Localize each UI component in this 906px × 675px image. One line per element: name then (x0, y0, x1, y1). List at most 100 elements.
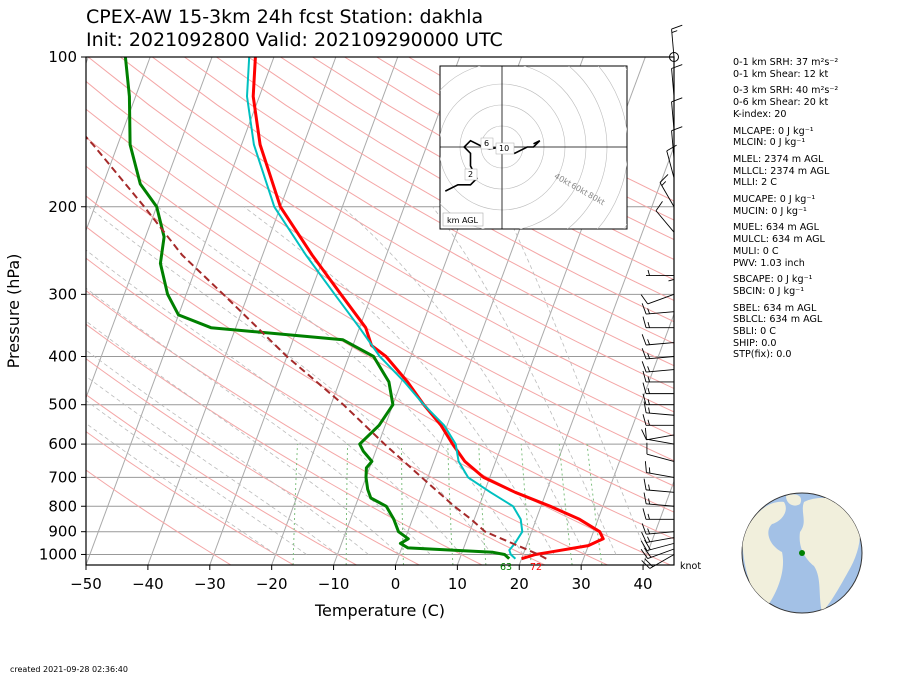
mixing-ratio-line (478, 444, 487, 565)
index-line: 0-1 km SRH: 37 m²s⁻² (733, 57, 839, 68)
dry-adiabat-line (248, 57, 674, 301)
dry-adiabat-line (86, 136, 674, 487)
index-line: SBEL: 634 m AGL (733, 302, 817, 314)
wind-barb (646, 442, 675, 462)
wind-barb (644, 461, 675, 478)
globe-land-europe-africa (799, 497, 861, 612)
index-line: MLLI: 2 C (733, 177, 777, 189)
wind-barb (666, 144, 677, 179)
wind-barb (642, 370, 674, 383)
globe-land-americas (742, 501, 786, 608)
isotherm-line (271, 57, 461, 565)
chart-title-line2: Init: 2021092800 Valid: 202109290000 UTC (86, 29, 503, 51)
x-tick-label: 20 (510, 575, 529, 593)
wind-barb (641, 348, 675, 360)
mixing-ratio-line (586, 444, 603, 565)
skewt-plot-area (86, 57, 674, 565)
moist-adiabat-line (503, 206, 648, 555)
wind-barb (644, 427, 675, 445)
surface-temperature-label: 72 (530, 562, 542, 573)
dry-adiabat-line (119, 57, 674, 390)
dry-adiabat-line (86, 323, 483, 565)
wind-barb (668, 254, 675, 283)
moist-adiabat-line (86, 349, 369, 555)
y-tick-label: 700 (48, 468, 77, 486)
dry-adiabat-line (86, 469, 232, 565)
wind-barb (640, 547, 675, 559)
index-line: MULCL: 634 m AGL (733, 234, 825, 246)
index-line: SBLI: 0 C (733, 326, 776, 338)
moist-adiabat-line (157, 206, 524, 555)
dry-adiabat-line (216, 57, 674, 323)
moist-adiabat-line (88, 206, 493, 555)
wind-barb (641, 361, 675, 373)
wind-unit-label: knot (680, 561, 701, 572)
isotherm-line (580, 312, 674, 565)
isotherm-line (86, 57, 213, 400)
x-tick-label: 40 (634, 575, 653, 593)
hodograph-height-label: 10 (499, 144, 509, 153)
index-line: 0-1 km Shear: 12 kt (733, 68, 829, 80)
wetbulb-profile-line (246, 57, 524, 560)
moist-adiabat-line (243, 206, 555, 555)
index-line: MUCAPE: 0 J kg⁻¹ (733, 194, 816, 206)
wind-barb (642, 414, 674, 426)
isotherm-line (86, 57, 151, 232)
mixing-ratio-line (401, 444, 404, 565)
x-tick-label: 0 (391, 575, 401, 593)
index-line: MLLCL: 2374 m AGL (733, 165, 830, 177)
y-axis-label: Pressure (hPa) (4, 254, 23, 369)
wind-barb (643, 401, 675, 416)
wind-barb (641, 334, 675, 346)
index-line: MUCIN: 0 J kg⁻¹ (733, 205, 807, 217)
wind-barb (671, 126, 683, 159)
wind-barb (646, 269, 674, 277)
hodograph-height-label: 2 (468, 170, 473, 179)
dry-adiabat-line (152, 57, 674, 367)
isotherm-line (518, 145, 674, 565)
index-line: PWV: 1.03 inch (733, 257, 805, 269)
index-line: MUEL: 634 m AGL (733, 222, 819, 234)
dry-adiabat-line (86, 358, 420, 565)
wind-barb (659, 174, 675, 207)
y-axis-ticks: 100 200 300 400 500 600 700 800 900 1000 (39, 48, 86, 563)
location-globe (741, 492, 863, 614)
hodograph-unit-label: km AGL (447, 216, 479, 225)
wind-barb (642, 508, 674, 520)
index-line: MLCIN: 0 J kg⁻¹ (733, 137, 806, 149)
y-tick-label: 100 (48, 48, 77, 66)
dry-adiabat-line (86, 108, 674, 462)
chart-title-line1: CPEX-AW 15-3km 24h fcst Station: dakhla (86, 6, 483, 28)
y-tick-label: 800 (48, 497, 77, 515)
x-tick-label: −20 (256, 575, 288, 593)
index-line: MLCAPE: 0 J kg⁻¹ (733, 125, 814, 137)
dewpoint-profile-line (123, 57, 511, 560)
temperature-profile-line (251, 57, 605, 561)
index-line: SBLCL: 634 m AGL (733, 314, 823, 326)
index-line: MLEL: 2374 m AGL (733, 153, 824, 165)
wind-barb (642, 393, 674, 406)
y-tick-label: 1000 (39, 545, 77, 563)
created-timestamp: created 2021-09-28 02:36:40 (10, 665, 128, 674)
station-marker (799, 550, 805, 556)
index-line: SBCIN: 0 J kg⁻¹ (733, 285, 805, 297)
moist-adiabat-line (342, 206, 586, 555)
x-axis-label: Temperature (C) (314, 601, 445, 620)
index-line: K-index: 20 (733, 108, 787, 120)
x-tick-label: −10 (318, 575, 350, 593)
plot-frame (85, 56, 675, 566)
wind-barb (643, 478, 675, 493)
index-line: STP(fix): 0.0 (733, 349, 792, 361)
hodograph-trace (444, 139, 541, 192)
moist-adiabat-line (86, 375, 338, 555)
x-tick-label: 10 (448, 575, 467, 593)
y-tick-label: 500 (48, 396, 77, 414)
moist-adiabat-line (432, 206, 617, 555)
x-tick-label: −40 (132, 575, 164, 593)
wind-barb (671, 24, 683, 58)
y-tick-label: 200 (48, 198, 77, 216)
wind-barb (671, 64, 683, 97)
wind-barb (642, 316, 674, 329)
